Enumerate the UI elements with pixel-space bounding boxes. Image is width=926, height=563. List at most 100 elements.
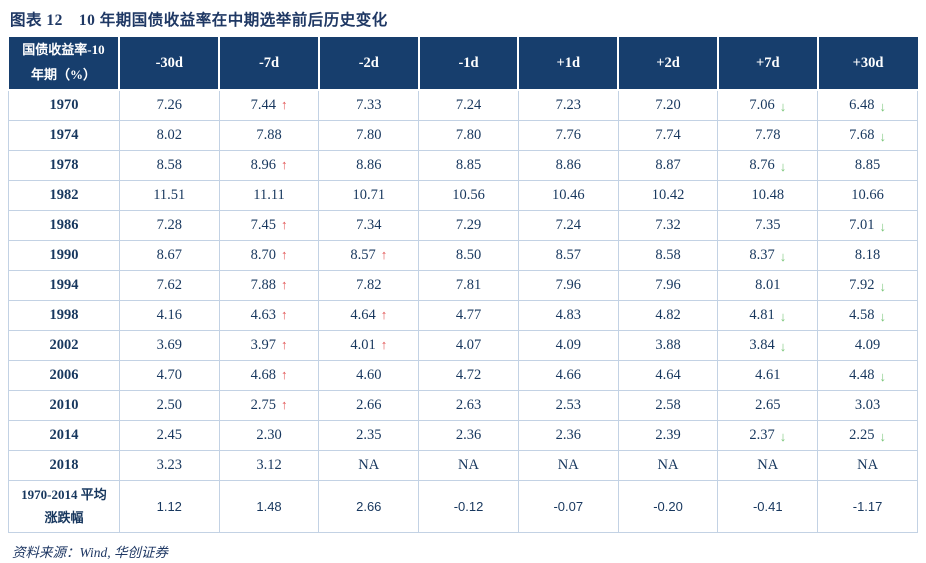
yield-value: NA <box>358 456 380 473</box>
yield-cell: 4.64 <box>617 359 719 391</box>
yield-cell: 7.74 <box>617 119 719 151</box>
yield-cell: 10.48 <box>717 179 819 211</box>
yield-value: -0.41 <box>752 498 783 514</box>
yield-value: 4.07 <box>455 336 482 353</box>
figure-title: 图表 12 10 年期国债收益率在中期选举前后历史变化 <box>10 8 918 30</box>
yield-cell: 8.18 <box>817 239 918 271</box>
figure-number: 图表 12 <box>10 12 63 29</box>
yield-cell: 7.92 ↓ <box>817 269 918 301</box>
yield-value: 2.75 <box>250 396 276 413</box>
yield-value: 3.23 <box>156 456 182 473</box>
yield-cell: -0.07 <box>517 479 619 533</box>
yield-value: 7.20 <box>655 96 681 113</box>
table-row: 2002 3.69 3.97 ↑ 4.01 ↑ 4.07 4.09 3.88 3.84 ↓ 4.09 <box>8 329 918 361</box>
yield-cell: 8.70 ↑ <box>218 239 320 271</box>
row-label: 2006 <box>8 359 120 391</box>
yield-cell: 2.39 <box>617 419 719 451</box>
yield-value: 10.56 <box>452 186 485 203</box>
yield-cell: 2.25 ↓ <box>817 419 918 451</box>
yield-cell: 4.16 <box>118 299 220 331</box>
yield-cell: 8.57 <box>517 239 619 271</box>
yield-value: 2.65 <box>755 396 781 413</box>
yield-value: 2.36 <box>555 426 581 443</box>
yield-value: 4.81 <box>749 306 775 323</box>
down-arrow-icon: ↓ <box>879 278 887 294</box>
yield-cell: 11.11 <box>218 179 320 211</box>
yield-cell: 7.76 <box>517 119 619 151</box>
table-row: 1970 7.26 7.44 ↑ 7.33 7.24 7.23 7.20 7.06 ↓ 6.48 ↓ <box>8 89 918 121</box>
yield-value: 8.85 <box>455 156 482 173</box>
header-row: 国债收益率-10 年期（%） -30d -7d -2d -1d +1d +2d +7d +30… <box>8 37 918 91</box>
yield-cell: 4.58 ↓ <box>817 299 918 331</box>
table-body: 1970 7.26 7.44 ↑ 7.33 7.24 7.23 7.20 7.06 ↓ 6.48 ↓ 1… <box>8 89 918 533</box>
row-label: 1970 <box>8 89 120 121</box>
yield-cell: 4.01 ↑ <box>318 329 420 361</box>
yield-cell: 8.87 <box>617 149 719 181</box>
yield-value: 4.83 <box>555 306 581 323</box>
up-arrow-icon: ↑ <box>280 276 288 292</box>
yield-value: -0.20 <box>653 498 683 514</box>
yield-value: 4.82 <box>655 306 681 323</box>
down-arrow-icon: ↓ <box>779 98 787 114</box>
yield-value: 4.09 <box>555 336 581 353</box>
yield-value: 7.34 <box>356 216 382 233</box>
source-note: 资料来源：Wind, 华创证券 <box>8 541 918 561</box>
yield-value: 11.51 <box>153 186 186 203</box>
yield-value: 7.32 <box>655 216 681 233</box>
yield-cell: 7.80 <box>418 119 519 151</box>
yield-value: 7.23 <box>555 96 581 113</box>
yield-value: -1.17 <box>852 498 883 514</box>
up-arrow-icon: ↑ <box>280 336 288 352</box>
table-row: 1986 7.28 7.45 ↑ 7.34 7.29 7.24 7.32 7.35 7.01 ↓ <box>8 209 918 241</box>
yield-cell: 4.61 <box>717 359 819 391</box>
up-arrow-icon: ↑ <box>280 96 288 112</box>
yield-cell: 8.85 <box>817 149 918 181</box>
down-arrow-icon: ↓ <box>879 98 887 114</box>
up-arrow-icon: ↑ <box>280 396 288 412</box>
row-label: 1994 <box>8 269 120 301</box>
yield-value: NA <box>557 456 579 473</box>
yield-cell: 10.56 <box>418 179 519 211</box>
up-arrow-icon: ↑ <box>380 246 388 262</box>
yield-cell: NA <box>717 449 819 481</box>
yield-value: 7.78 <box>755 126 781 143</box>
table-row: 1990 8.67 8.70 ↑ 8.57 ↑ 8.50 8.57 8.58 8.37 ↓ 8.18 <box>8 239 918 271</box>
yield-value: 4.72 <box>455 366 482 383</box>
yield-value: 8.76 <box>749 156 775 173</box>
yield-cell: 7.82 <box>318 269 420 301</box>
yield-value: 3.88 <box>655 336 681 353</box>
yield-cell: 2.50 <box>118 389 220 421</box>
yield-value: 8.85 <box>854 156 881 173</box>
yield-value: 7.01 <box>849 216 875 233</box>
row-label: 2018 <box>8 449 120 481</box>
up-arrow-icon: ↑ <box>280 306 288 322</box>
table-row: 1982 11.51 11.11 10.71 10.56 10.46 10.42 10.48 1… <box>8 179 918 211</box>
down-arrow-icon: ↓ <box>779 248 787 264</box>
yield-value: 2.25 <box>849 426 875 443</box>
yield-value: 4.58 <box>849 306 875 323</box>
yield-cell: 2.75 ↑ <box>218 389 320 421</box>
row-label: 2010 <box>8 389 120 421</box>
yield-value: 4.77 <box>455 306 482 323</box>
source-note-text: 资料来源：Wind, 华创证券 <box>12 544 169 560</box>
yield-value: 2.66 <box>356 498 382 514</box>
yield-value: 7.96 <box>555 276 581 293</box>
yield-value: 8.50 <box>455 246 482 263</box>
yield-value: 3.84 <box>749 336 775 353</box>
yield-cell: 7.28 <box>118 209 220 241</box>
yield-cell: 4.81 ↓ <box>717 299 819 331</box>
yield-cell: 11.51 <box>118 179 220 211</box>
yield-value: -0.07 <box>553 498 584 514</box>
yield-value: 2.58 <box>655 396 681 413</box>
yield-cell: 8.86 <box>517 149 619 181</box>
down-arrow-icon: ↓ <box>779 428 787 444</box>
yield-value: 4.63 <box>250 306 276 323</box>
yield-cell: 8.50 <box>418 239 519 271</box>
down-arrow-icon: ↓ <box>879 308 887 324</box>
up-arrow-icon: ↑ <box>380 306 388 322</box>
yield-value: 7.29 <box>455 216 482 233</box>
yield-cell: NA <box>617 449 719 481</box>
yield-cell: 7.35 <box>717 209 819 241</box>
row-label: 1970-2014 平均 涨跌幅 <box>8 479 120 533</box>
yield-cell: 7.44 ↑ <box>218 89 320 121</box>
